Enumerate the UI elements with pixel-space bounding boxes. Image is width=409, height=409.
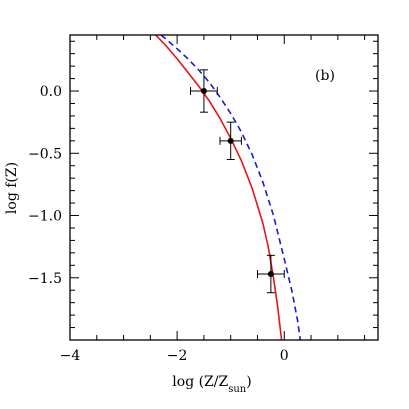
y-tick-label: −0.5 (28, 146, 62, 162)
data-point-2 (227, 137, 234, 144)
y-tick-label: −1.5 (28, 271, 62, 287)
series-line-1 (155, 35, 283, 340)
data-point-3 (267, 271, 274, 278)
x-axis-label: log (Z/Zsun) (172, 374, 251, 395)
x-axis-label-main: log (Z/Z (172, 374, 228, 390)
x-tick-label: −4 (60, 348, 81, 364)
x-tick-label: −2 (167, 348, 188, 364)
x-tick-label: 0 (280, 348, 289, 364)
x-axis-label-close: ) (246, 374, 251, 390)
chart-marks: −4 −2 0 0.0 −0.5 −1.0 −1.5 (28, 35, 378, 364)
x-axis-label-sub: sun (228, 384, 247, 395)
y-tick-label: 0.0 (40, 84, 62, 100)
series-line-2 (160, 35, 302, 340)
panel-label: (b) (315, 68, 335, 84)
plot-frame (69, 34, 379, 341)
y-axis-label: log f(Z) (4, 162, 20, 214)
y-tick-label: −1.0 (28, 209, 62, 225)
data-point-1 (200, 88, 207, 95)
